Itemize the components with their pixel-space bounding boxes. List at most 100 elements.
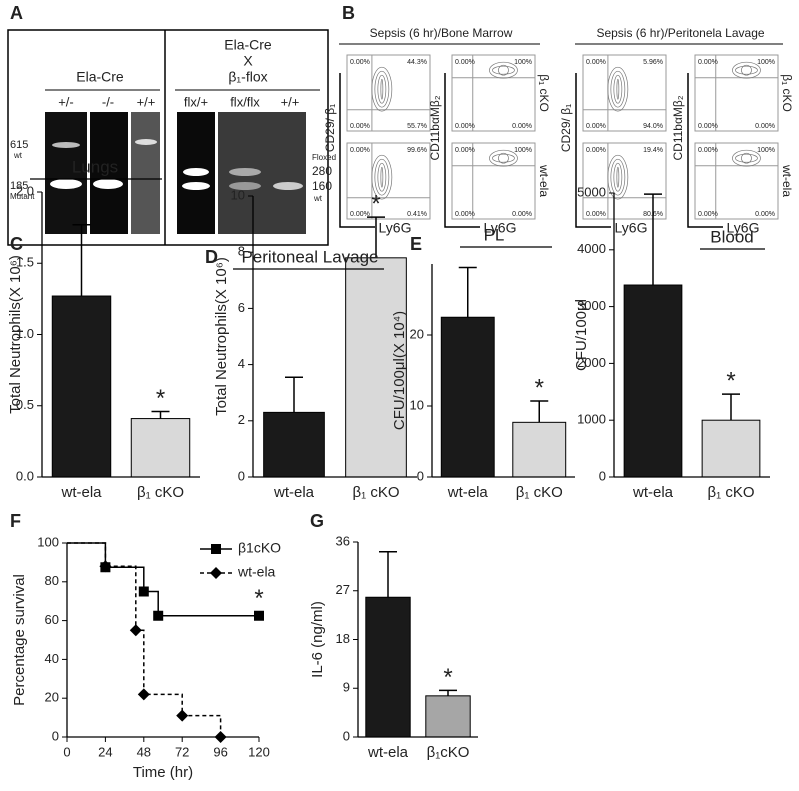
contour — [377, 162, 387, 192]
quadrant-percent: 0.00% — [455, 211, 475, 218]
quadrant-percent: 55.7% — [407, 123, 427, 130]
y-tick-label: 0 — [238, 468, 245, 483]
contour — [492, 153, 515, 163]
y-tick-label: 60 — [45, 612, 59, 627]
lane-label: flx/+ — [184, 94, 208, 109]
y-tick-label: 100 — [37, 534, 59, 549]
flow-plot — [346, 54, 431, 132]
band — [183, 168, 209, 176]
contour — [613, 74, 623, 104]
bar — [345, 257, 407, 478]
quadrant-percent: 0.00% — [586, 211, 606, 218]
marker-label: Mutant — [10, 192, 35, 201]
bar — [623, 284, 683, 478]
y-tick-label: 0.5 — [16, 397, 34, 412]
y-axis-label: Total Neutrophils(X 10⁶) — [7, 255, 24, 414]
contour — [607, 66, 629, 112]
x-tick-label: β₁ cKO — [516, 484, 563, 501]
contour — [741, 152, 752, 164]
gel-title: Ela-Cre — [76, 69, 124, 85]
contour — [498, 152, 509, 164]
panel-label: B — [342, 3, 355, 23]
quadrant-percent: 0.00% — [755, 211, 775, 218]
contour — [380, 78, 384, 100]
quadrant-percent: 0.00% — [455, 59, 475, 66]
row-label: β₁ cKO — [537, 74, 551, 112]
y-tick-label: 9 — [343, 680, 350, 695]
band — [93, 179, 123, 189]
x-tick-label: β₁ cKO — [707, 484, 754, 501]
lane-label: +/- — [58, 94, 74, 109]
x-tick-label: 120 — [248, 744, 270, 759]
band — [135, 139, 157, 145]
gel — [45, 112, 87, 234]
contour — [374, 70, 390, 108]
quadrant-percent: 0.00% — [350, 123, 370, 130]
y-axis-label: CFU/100μl(X 10⁴) — [391, 311, 408, 430]
band — [229, 168, 261, 176]
y-axis-label: CD11bαMβ₂ — [428, 95, 442, 160]
y-tick-label: 2.0 — [16, 183, 34, 198]
y-tick-label: 8 — [238, 244, 245, 259]
contour — [377, 74, 387, 104]
y-tick-label: 3000 — [577, 298, 606, 313]
band — [50, 179, 82, 189]
contour — [489, 149, 518, 167]
survival-line — [67, 542, 222, 737]
y-tick-label: 2000 — [577, 355, 606, 370]
y-tick-label: 1.5 — [16, 255, 34, 270]
lane-label: +/+ — [281, 94, 300, 109]
marker — [176, 709, 189, 722]
frame — [7, 29, 329, 246]
x-axis-label: Time (hr) — [133, 764, 193, 781]
x-tick-label: 96 — [213, 744, 227, 759]
row-label: wt-ela — [780, 164, 794, 197]
y-tick-label: 0.0 — [16, 468, 34, 483]
x-tick-label: wt-ela — [367, 744, 409, 761]
marker-label: 280 — [312, 164, 332, 178]
group-title: Sepsis (6 hr)/Bone Marrow — [370, 26, 513, 40]
quadrant-percent: 0.00% — [698, 123, 718, 130]
chart-title: Blood — [710, 227, 753, 246]
quadrant-percent: 0.00% — [698, 147, 718, 154]
y-tick-label: 20 — [45, 690, 59, 705]
marker-label: Floxed — [312, 153, 336, 162]
contour — [489, 61, 518, 79]
band — [273, 182, 303, 190]
marker-label: 185 — [10, 180, 28, 192]
x-tick-label: wt-ela — [273, 484, 315, 501]
y-tick-label: 0 — [599, 468, 606, 483]
quadrant-percent: 100% — [514, 147, 532, 154]
axis-arrow — [339, 73, 375, 228]
significance: * — [535, 374, 544, 401]
quadrant-percent: 19.4% — [643, 147, 663, 154]
band — [182, 182, 210, 190]
quadrant-percent: 0.00% — [698, 211, 718, 218]
y-axis-label: CD29/ β₁ — [559, 104, 573, 152]
significance: * — [254, 585, 263, 612]
y-axis-label: IL-6 (ng/ml) — [309, 601, 326, 678]
x-tick-label: 48 — [137, 744, 151, 759]
x-axis-label: Ly6G — [379, 220, 412, 236]
quadrant-percent: 0.00% — [512, 123, 532, 130]
marker-label: wt — [313, 194, 323, 203]
y-tick-label: 20 — [410, 326, 424, 341]
quadrant-percent: 0.00% — [586, 123, 606, 130]
contour — [613, 162, 623, 192]
flow-plot — [451, 54, 536, 132]
lane-label: +/+ — [137, 94, 156, 109]
panel-label: G — [310, 511, 324, 531]
axis-arrow — [687, 73, 723, 228]
flow-plot — [451, 142, 536, 220]
y-axis-label: Total Neutrophils(X 10⁶) — [213, 257, 230, 416]
y-tick-label: 40 — [45, 651, 59, 666]
y-tick-label: 80 — [45, 573, 59, 588]
x-tick-label: wt-ela — [60, 484, 102, 501]
axis-arrow — [444, 73, 480, 228]
panel-label: D — [205, 247, 218, 267]
contour — [610, 158, 626, 196]
quadrant-percent: 0.00% — [512, 211, 532, 218]
bar — [51, 295, 112, 478]
legend-marker — [211, 544, 221, 554]
